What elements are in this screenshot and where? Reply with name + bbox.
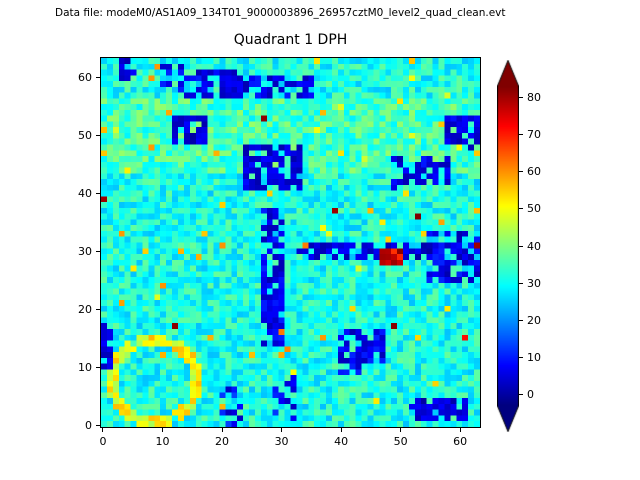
x-tick-label: 10	[155, 435, 170, 448]
colorbar-tick-mark	[519, 208, 523, 210]
chart-title: Quadrant 1 DPH	[233, 32, 348, 48]
y-tick-mark	[96, 192, 100, 194]
x-tick-mark	[221, 428, 223, 432]
y-tick-mark	[96, 76, 100, 78]
y-tick-mark	[96, 366, 100, 368]
colorbar-tick-label: 80	[527, 90, 541, 104]
data-file-annotation: Data file: modeM0/AS1A09_134T01_90000038…	[55, 7, 506, 19]
y-tick-mark	[96, 308, 100, 310]
colorbar-tick-mark	[519, 96, 523, 98]
colorbar-tick-mark	[519, 319, 523, 321]
x-tick-mark	[459, 428, 461, 432]
x-tick-mark	[340, 428, 342, 432]
y-tick-mark	[96, 424, 100, 426]
colorbar	[497, 60, 519, 432]
colorbar-tick-label: 70	[527, 127, 541, 141]
colorbar-tick-label: 60	[527, 165, 541, 179]
colorbar-tick-mark	[519, 282, 523, 284]
colorbar-tick-mark	[519, 357, 523, 359]
colorbar-tick-label: 20	[527, 313, 541, 327]
colorbar-tick-label: 50	[527, 202, 541, 216]
x-tick-label: 60	[453, 435, 468, 448]
colorbar-tick-mark	[519, 245, 523, 247]
x-tick-mark	[281, 428, 283, 432]
x-tick-label: 20	[215, 435, 230, 448]
colorbar-tick-label: 40	[527, 239, 541, 253]
y-tick-label: 50	[78, 128, 92, 142]
colorbar-tick-mark	[519, 394, 523, 396]
y-tick-mark	[96, 250, 100, 252]
colorbar-tick-mark	[519, 171, 523, 173]
y-tick-label: 40	[78, 186, 92, 200]
heatmap-canvas	[101, 58, 480, 427]
y-tick-label: 30	[78, 244, 92, 258]
y-tick-label: 10	[78, 360, 92, 374]
x-tick-mark	[162, 428, 163, 432]
colorbar-tick-label: 30	[527, 276, 541, 290]
x-tick-mark	[400, 428, 402, 432]
heatmap-plot-area	[100, 57, 481, 428]
x-tick-label: 40	[334, 435, 349, 448]
y-tick-label: 60	[78, 70, 92, 84]
x-tick-label: 0	[99, 435, 107, 448]
y-tick-label: 0	[85, 418, 92, 432]
y-tick-mark	[96, 134, 100, 136]
colorbar-tick-mark	[519, 133, 523, 135]
y-tick-label: 20	[78, 302, 92, 316]
x-tick-label: 50	[393, 435, 408, 448]
x-tick-label: 30	[274, 435, 289, 448]
colorbar-tick-label: 10	[527, 351, 541, 365]
colorbar-tick-label: 0	[527, 388, 534, 402]
x-tick-mark	[102, 428, 104, 432]
